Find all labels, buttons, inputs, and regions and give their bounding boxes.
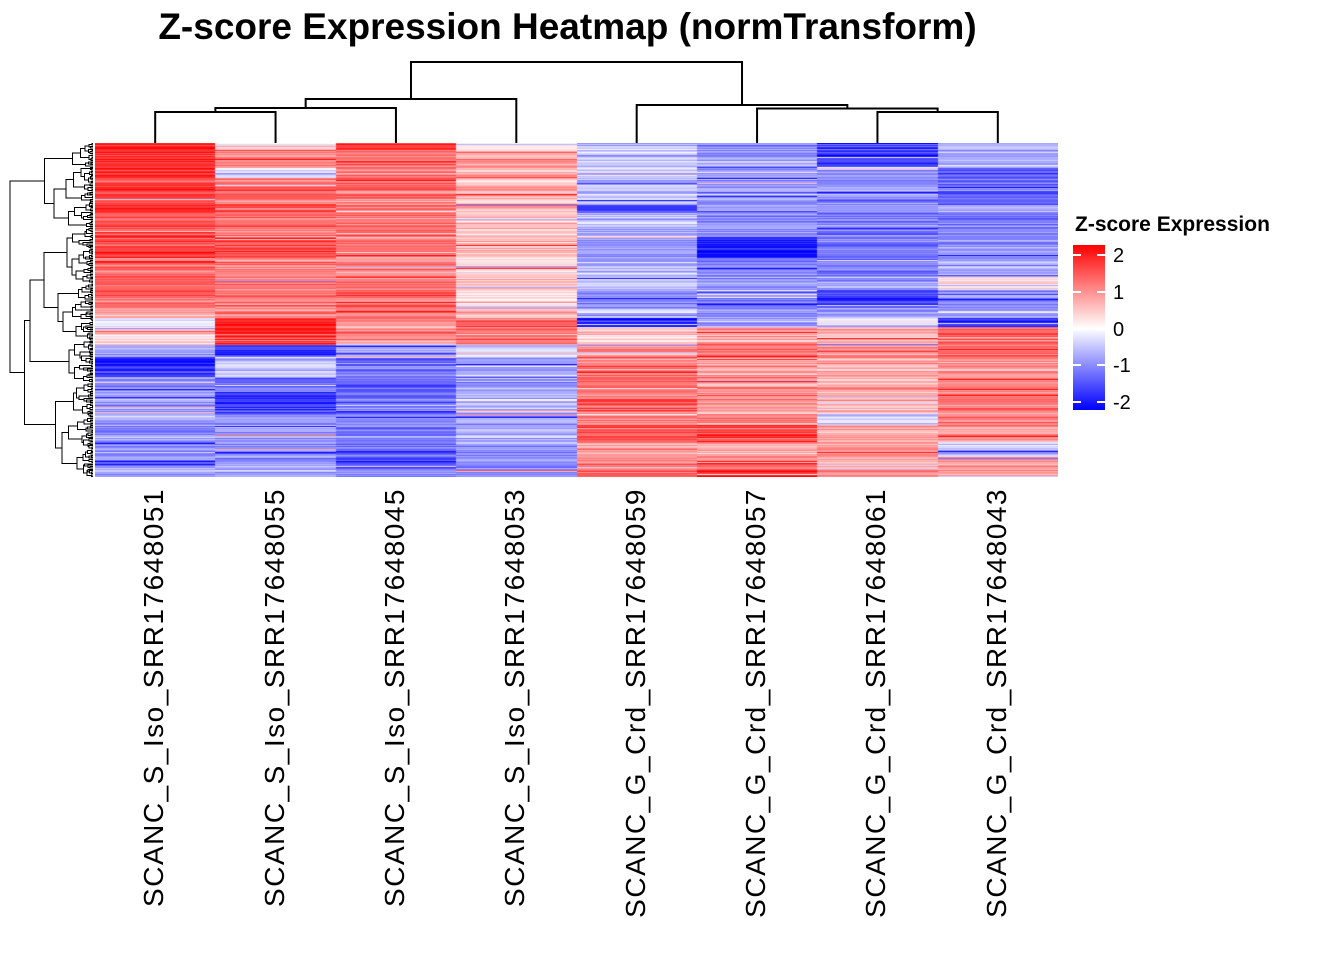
legend-tick-label: -2 bbox=[1113, 392, 1131, 414]
heatmap-matrix bbox=[95, 143, 1058, 477]
legend-tick-mark bbox=[1097, 327, 1105, 330]
legend-tick-mark bbox=[1097, 401, 1105, 403]
column-label: SCANC_S_Iso_SRR17648053 bbox=[499, 488, 531, 907]
column-label: SCANC_G_Crd_SRR17648059 bbox=[619, 488, 651, 918]
column-label: SCANC_S_Iso_SRR17648055 bbox=[258, 488, 290, 907]
column-label: SCANC_S_Iso_SRR17648051 bbox=[138, 488, 170, 907]
legend-tick-label: -1 bbox=[1113, 355, 1131, 378]
column-label: SCANC_G_Crd_SRR17648061 bbox=[860, 488, 892, 918]
legend-title: Z-score Expression bbox=[1075, 213, 1270, 236]
legend-tick-label: 1 bbox=[1113, 281, 1125, 304]
legend-tick-label: 2 bbox=[1113, 245, 1125, 267]
legend-tick-mark bbox=[1073, 401, 1081, 403]
column-label: SCANC_G_Crd_SRR17648057 bbox=[740, 488, 772, 918]
legend-tick-mark bbox=[1073, 327, 1081, 330]
column-label: SCANC_G_Crd_SRR17648043 bbox=[980, 488, 1012, 918]
chart-title: Z-score Expression Heatmap (normTransfor… bbox=[158, 6, 977, 47]
legend-tick-mark bbox=[1097, 290, 1105, 293]
legend-tick-mark bbox=[1073, 254, 1081, 256]
legend-tick-mark bbox=[1073, 364, 1081, 367]
legend-tick-mark bbox=[1097, 254, 1105, 256]
column-dendrogram bbox=[154, 61, 999, 143]
legend-tick-mark bbox=[1073, 290, 1081, 293]
row-dendrogram bbox=[9, 143, 93, 477]
legend-tick-mark bbox=[1097, 364, 1105, 367]
legend-tick-label: 0 bbox=[1113, 318, 1125, 341]
column-label: SCANC_S_Iso_SRR17648045 bbox=[378, 488, 410, 907]
